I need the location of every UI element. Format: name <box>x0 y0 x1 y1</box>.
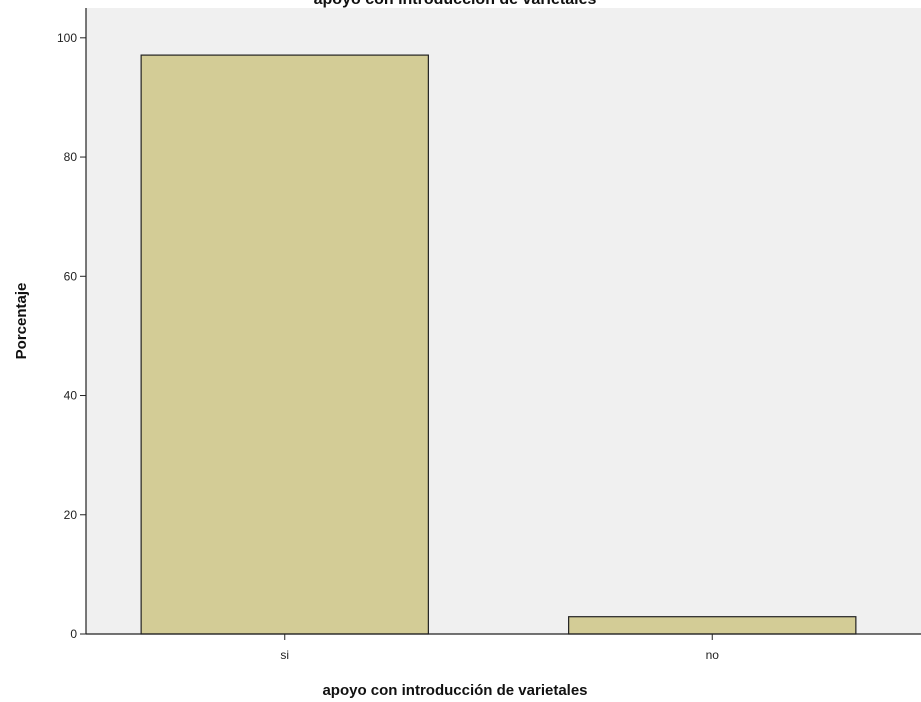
y-tick-label: 40 <box>64 389 78 403</box>
y-axis-title: Porcentaje <box>13 283 30 360</box>
x-tick-label: si <box>280 648 289 662</box>
x-tick-labels: si no <box>280 634 719 662</box>
bar-si <box>140 54 429 635</box>
y-tick-label: 20 <box>64 508 78 522</box>
chart-title: apoyo con introducción de varietales <box>314 0 597 8</box>
y-ticks: 0 20 40 60 80 100 <box>57 31 86 641</box>
y-tick-label: 80 <box>64 150 78 164</box>
bar-no <box>568 616 857 635</box>
y-tick-label: 100 <box>57 31 77 45</box>
y-tick-label: 0 <box>70 627 77 641</box>
x-axis-title: apoyo con introducción de varietales <box>322 682 587 699</box>
x-tick-label: no <box>706 648 720 662</box>
y-tick-label: 60 <box>64 269 78 283</box>
bars <box>140 54 857 635</box>
